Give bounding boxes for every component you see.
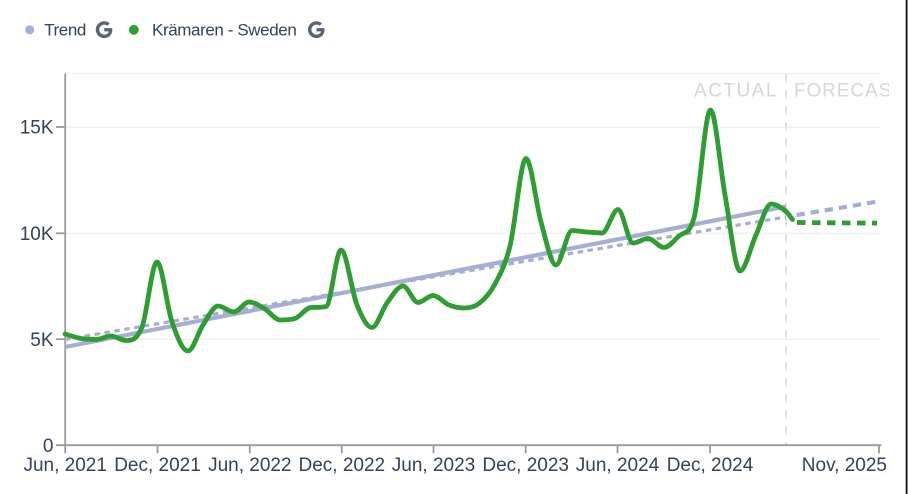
- svg-text:Jun, 2021: Jun, 2021: [23, 455, 106, 476]
- svg-text:Nov, 2025: Nov, 2025: [802, 455, 887, 476]
- svg-text:Trend: Trend: [44, 20, 86, 39]
- svg-text:Jun, 2023: Jun, 2023: [392, 455, 475, 476]
- svg-text:Jun, 2024: Jun, 2024: [576, 455, 660, 476]
- svg-text:Jun, 2022: Jun, 2022: [208, 455, 291, 476]
- svg-text:Dec, 2024: Dec, 2024: [667, 455, 754, 476]
- svg-text:FORECAST: FORECAST: [794, 81, 905, 102]
- svg-text:15K: 15K: [20, 118, 54, 139]
- svg-text:Dec, 2021: Dec, 2021: [114, 455, 201, 476]
- svg-text:Krämaren - Sweden: Krämaren - Sweden: [152, 20, 296, 39]
- svg-text:0: 0: [43, 436, 54, 457]
- svg-text:ACTUAL: ACTUAL: [694, 81, 778, 102]
- svg-text:5K: 5K: [30, 330, 54, 351]
- svg-text:10K: 10K: [20, 224, 54, 245]
- svg-text:Dec, 2022: Dec, 2022: [298, 455, 385, 476]
- svg-text:Dec, 2023: Dec, 2023: [482, 455, 569, 476]
